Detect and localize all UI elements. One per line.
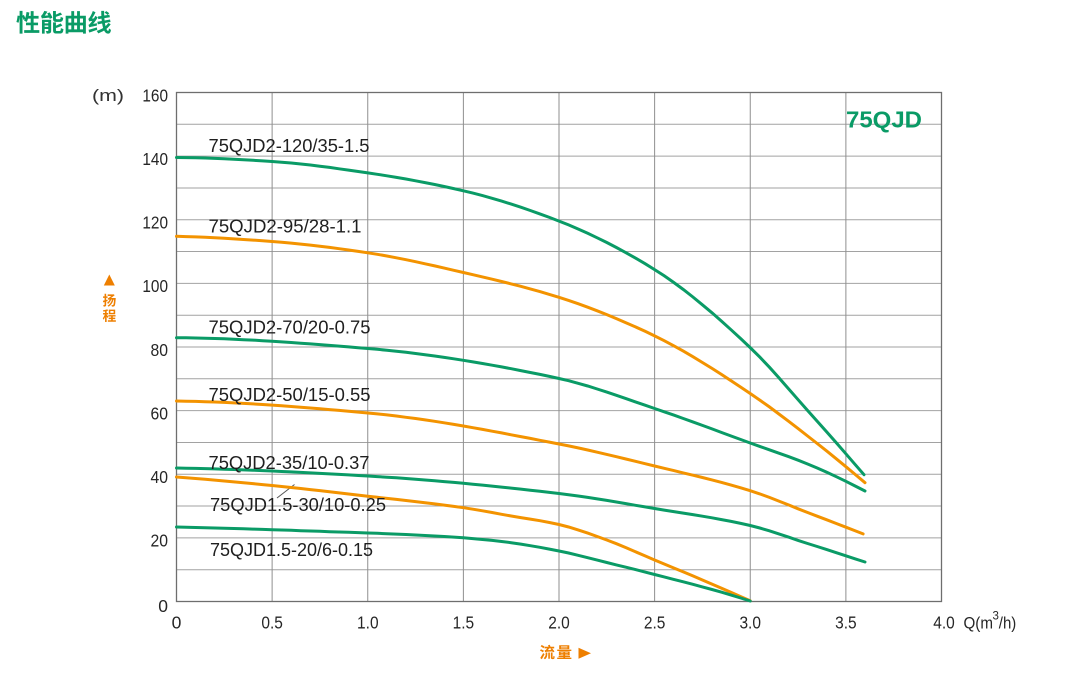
svg-text:2.5: 2.5	[644, 613, 666, 633]
svg-text:0: 0	[172, 613, 182, 633]
svg-text:3.0: 3.0	[739, 613, 761, 633]
svg-text:160: 160	[142, 85, 168, 105]
svg-text:20: 20	[151, 531, 169, 551]
svg-text:75QJD1.5-30/10-0.25: 75QJD1.5-30/10-0.25	[210, 495, 386, 515]
svg-text:75QJD2-35/10-0.37: 75QJD2-35/10-0.37	[209, 453, 370, 473]
svg-text:75QJD2-95/28-1.1: 75QJD2-95/28-1.1	[209, 216, 362, 236]
svg-text:0: 0	[158, 596, 168, 616]
svg-text:/h): /h)	[999, 614, 1017, 633]
svg-text:75QJD: 75QJD	[846, 107, 922, 133]
svg-text:75QJD1.5-20/6-0.15: 75QJD1.5-20/6-0.15	[210, 540, 373, 560]
svg-text:4.0: 4.0	[933, 613, 955, 633]
svg-text:0.5: 0.5	[261, 613, 283, 633]
svg-text:120: 120	[142, 213, 168, 233]
svg-text:100: 100	[142, 276, 168, 296]
svg-text:75QJD2-50/15-0.55: 75QJD2-50/15-0.55	[209, 385, 371, 405]
svg-text:80: 80	[151, 340, 169, 360]
svg-text:40: 40	[151, 467, 169, 487]
svg-text:3.5: 3.5	[835, 613, 857, 633]
svg-text:(m): (m)	[92, 86, 124, 105]
svg-text:3: 3	[993, 611, 999, 623]
svg-text:2.0: 2.0	[548, 613, 570, 633]
svg-text:60: 60	[151, 403, 169, 423]
svg-text:Q(m: Q(m	[964, 614, 994, 633]
svg-text:1.5: 1.5	[453, 613, 475, 633]
svg-text:75QJD2-120/35-1.5: 75QJD2-120/35-1.5	[209, 136, 370, 156]
svg-text:75QJD2-70/20-0.75: 75QJD2-70/20-0.75	[209, 317, 371, 337]
svg-text:1.0: 1.0	[357, 613, 379, 633]
svg-text:140: 140	[142, 149, 168, 169]
